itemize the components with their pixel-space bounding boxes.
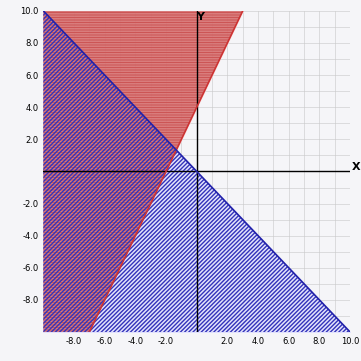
Text: X: X [352,162,360,172]
Text: Y: Y [196,12,204,22]
